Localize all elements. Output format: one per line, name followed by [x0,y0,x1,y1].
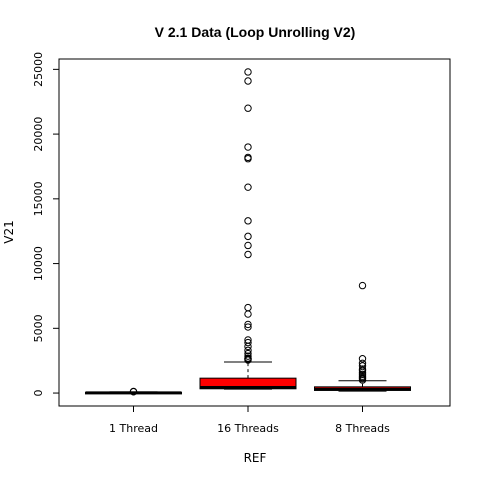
plot-frame [58,58,451,407]
x-axis-label: REF [244,451,267,465]
outlier-point [244,77,252,85]
outlier-point [358,355,367,363]
outlier-point [244,183,252,191]
y-tick-label: 15000 [32,181,45,216]
outlier-point [244,241,252,250]
y-axis-label: V21 [2,220,16,243]
outlier-point [358,359,367,367]
outlier-point [244,323,252,331]
outlier-point [358,372,367,380]
outlier-point [244,310,252,318]
outlier-point [358,365,367,373]
outlier-point [244,336,252,344]
x-tick-label: 8 Threads [335,422,390,435]
outlier-point [358,281,367,290]
outlier-point [244,303,252,312]
outlier-point [244,153,252,162]
plot-area: 0 5000 10000 15000 20000 25000 1 Thread 16 Thre… [32,52,451,435]
y-tick-label: 20000 [32,117,45,152]
y-tick-label: 5000 [32,314,45,342]
x-tick-label: 1 Thread [109,422,158,435]
outlier-point [244,352,252,360]
chart-title: V 2.1 Data (Loop Unrolling V2) [155,24,356,40]
outlier-point [358,370,367,378]
box [199,377,297,390]
outlier-point [244,104,252,112]
outlier-point [244,354,252,362]
outlier-point [244,349,252,358]
outlier-point [244,143,252,151]
outlier-point [244,346,252,355]
outlier-point [244,250,252,259]
x-tick-label: 16 Threads [217,422,279,435]
outlier-point [244,232,252,241]
outlier-point [244,320,252,329]
y-tick-label: 10000 [32,246,45,281]
outlier-point [244,68,252,76]
outlier-point [129,387,138,396]
y-tick-label: 0 [32,390,45,397]
y-tick-label: 25000 [32,52,45,87]
outlier-point [244,338,252,347]
outlier-point [358,362,367,370]
outlier-point [244,217,252,225]
